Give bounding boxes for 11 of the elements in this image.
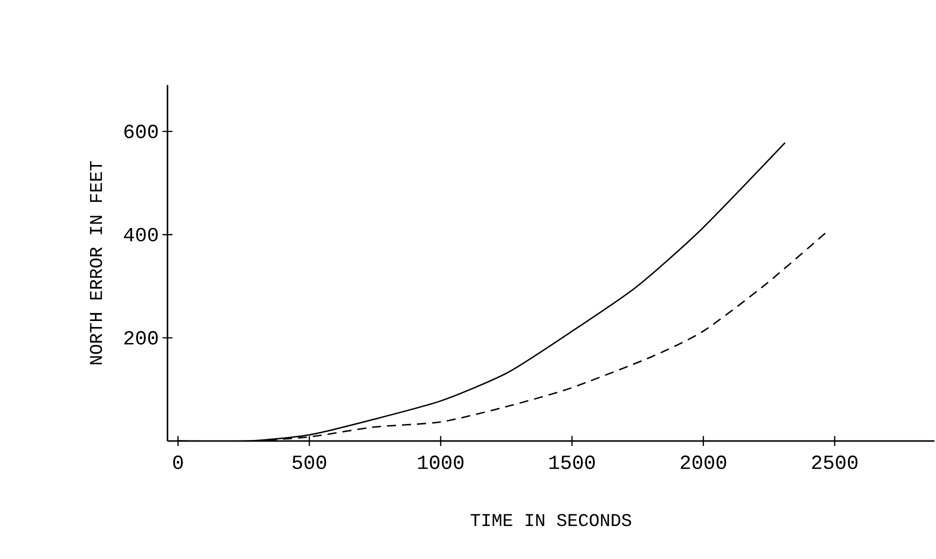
x-tick-label: 1000 <box>418 456 464 470</box>
y-tick-label: 200 <box>124 331 158 345</box>
x-tick-label: 1500 <box>549 456 595 470</box>
x-tick-label: 2000 <box>680 456 726 470</box>
x-tick-label: 0 <box>173 456 183 470</box>
y-axis-title: NORTH ERROR IN FEET <box>90 161 102 364</box>
x-tick-label: 500 <box>292 456 326 470</box>
y-tick-label: 600 <box>124 124 158 138</box>
x-tick-label: 2500 <box>812 456 858 470</box>
y-tick-label: 400 <box>124 228 158 242</box>
x-axis-title: TIME IN SECONDS <box>470 514 632 526</box>
